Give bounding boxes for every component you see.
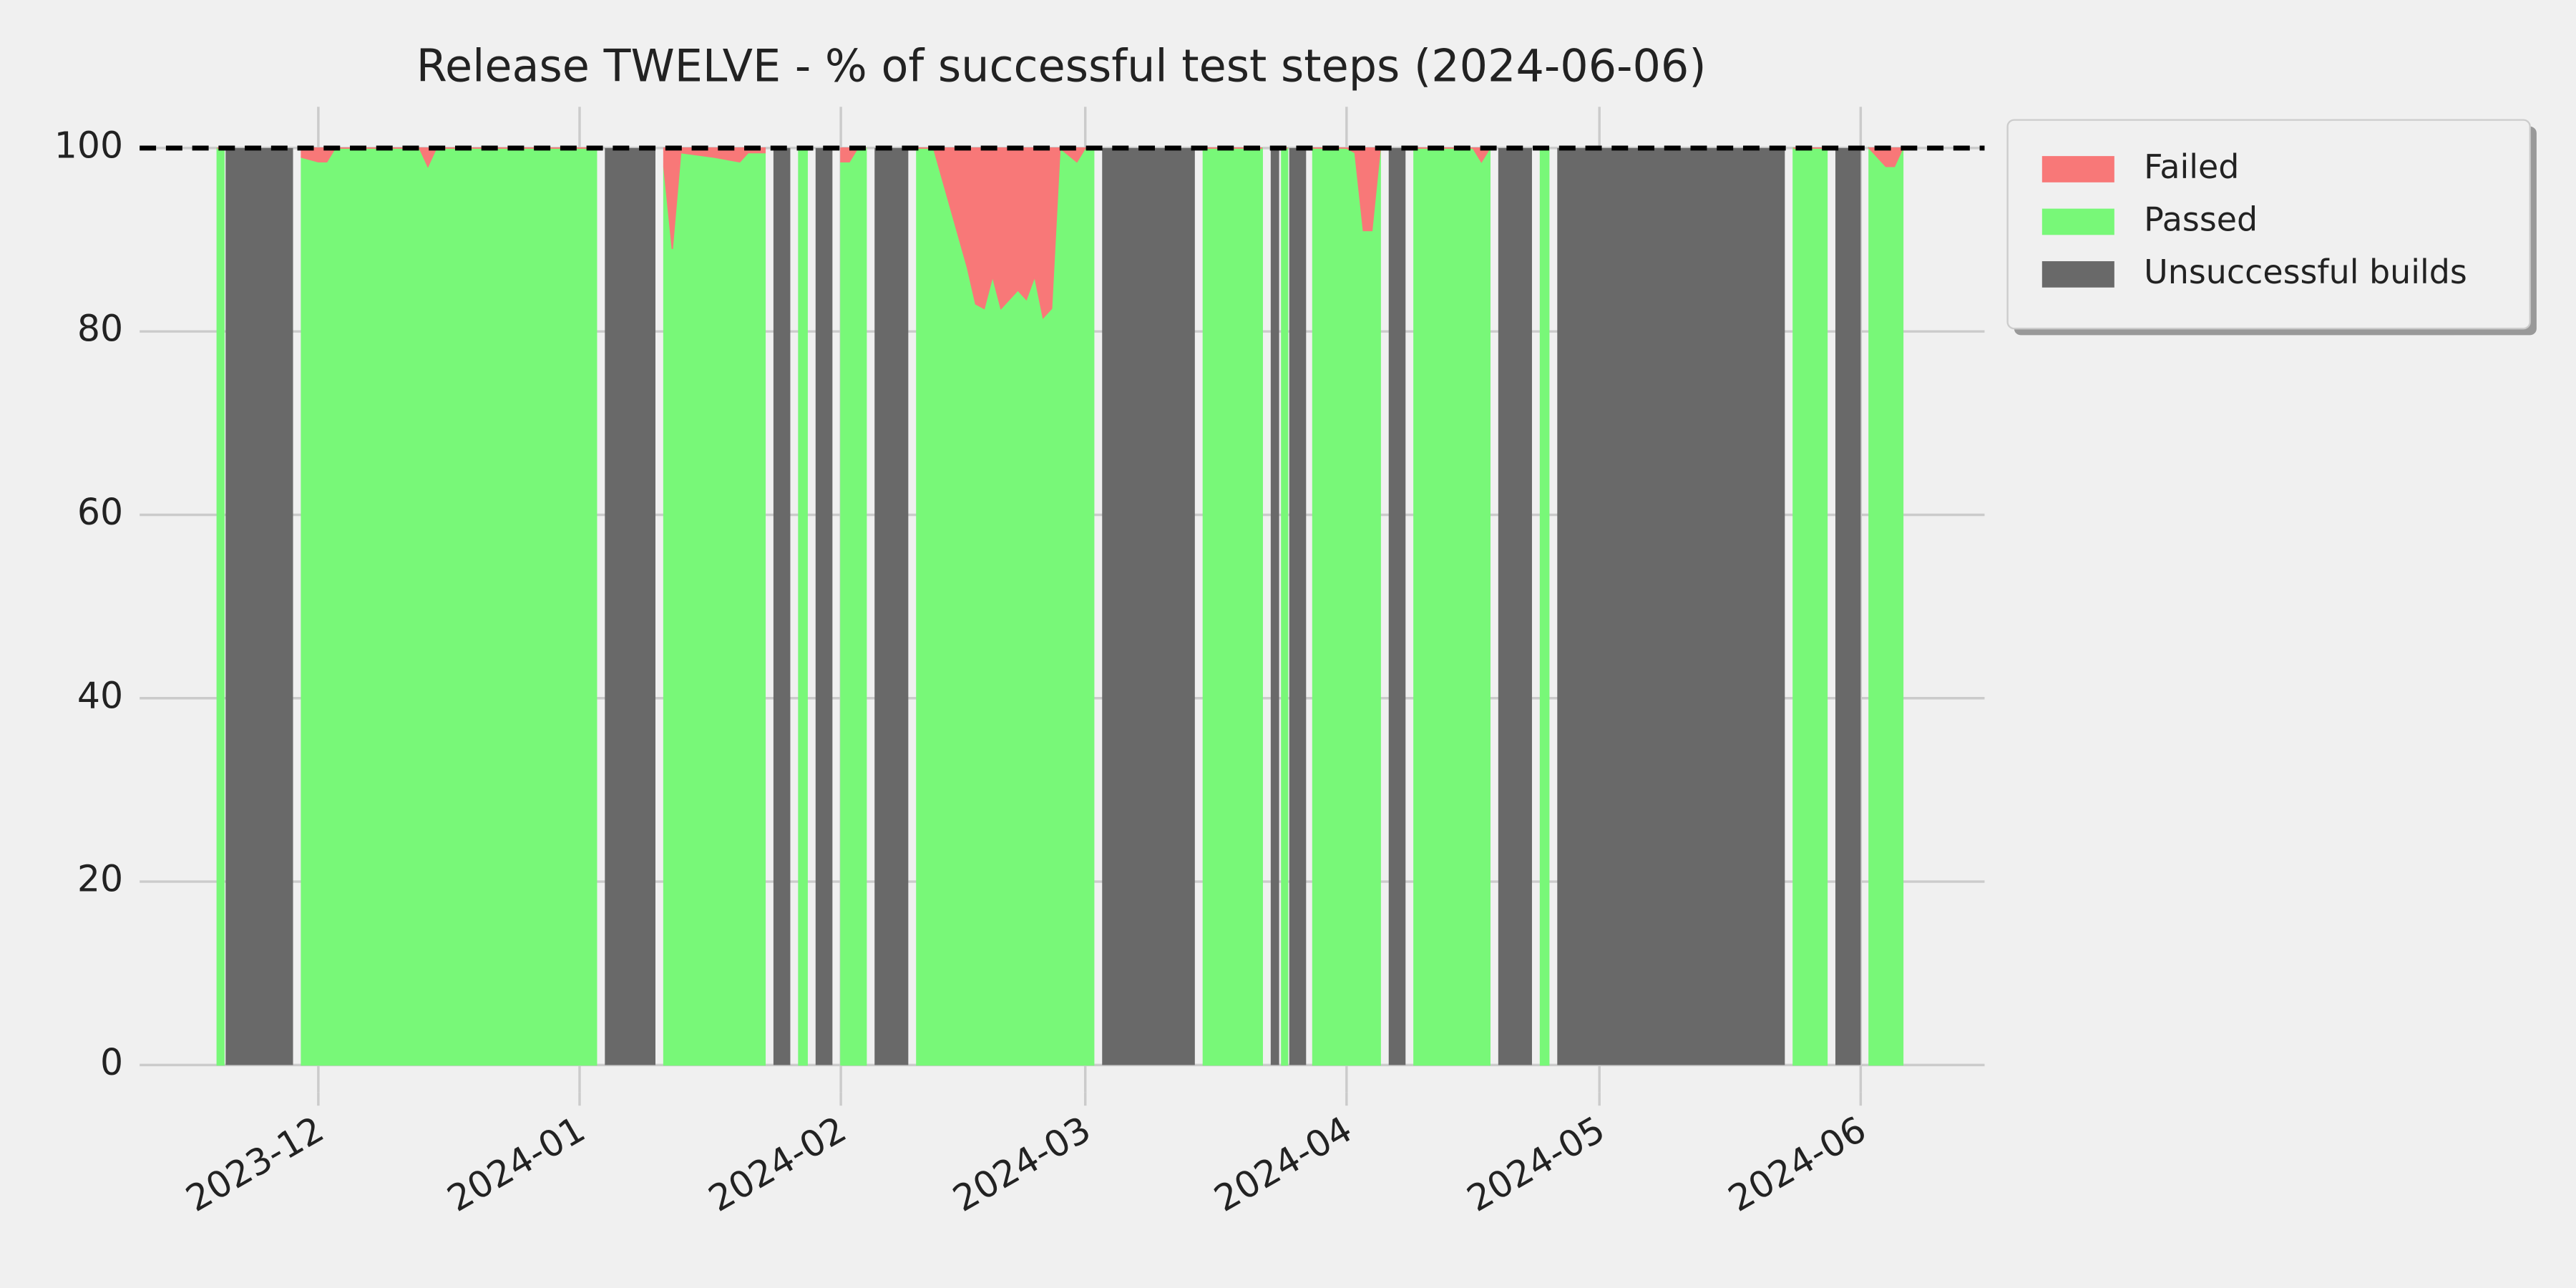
area-segment	[1102, 147, 1195, 1065]
area-segment	[1557, 147, 1785, 1065]
area-segment	[1539, 147, 1550, 1066]
area-segment	[815, 147, 833, 1065]
area-segment	[874, 147, 909, 1065]
area-segment	[1413, 145, 1491, 1066]
area-segment	[1289, 147, 1307, 1065]
legend-swatch	[2041, 261, 2114, 288]
legend-box	[2006, 119, 2531, 330]
area-segment	[1202, 147, 1263, 1066]
y-tick-label: 40	[77, 674, 123, 716]
y-tick-label: 20	[77, 858, 123, 900]
area-segment	[1281, 147, 1289, 1066]
area-segment	[773, 147, 791, 1065]
area-segment	[1835, 147, 1861, 1065]
area-segment	[798, 147, 808, 1066]
area-segment	[605, 147, 655, 1065]
y-tick-label: 80	[77, 308, 123, 350]
area-segment	[1388, 147, 1406, 1065]
area-segment	[1792, 147, 1828, 1066]
area-segment	[301, 147, 597, 1066]
area-segment	[1312, 147, 1381, 1066]
legend-label: Failed	[2144, 147, 2239, 186]
y-tick-label: 0	[100, 1041, 123, 1083]
area-segment	[1270, 147, 1279, 1065]
chart-title: Release TWELVE - % of successful test st…	[416, 40, 1707, 92]
legend-swatch	[2041, 156, 2114, 182]
area-segment	[216, 147, 225, 1066]
legend: Failed Passed Unsuccessful builds	[2006, 119, 2537, 336]
area-segment	[663, 152, 766, 1066]
y-tick-label: 60	[77, 491, 123, 533]
legend-label: Passed	[2144, 200, 2258, 238]
legend-swatch	[2041, 208, 2114, 235]
area-segment	[1868, 146, 1904, 1066]
area-segment	[225, 147, 293, 1065]
area-segment	[840, 147, 867, 1066]
legend-label: Unsuccessful builds	[2144, 253, 2467, 291]
y-tick-label: 100	[54, 124, 123, 166]
area-segment	[1498, 147, 1532, 1065]
